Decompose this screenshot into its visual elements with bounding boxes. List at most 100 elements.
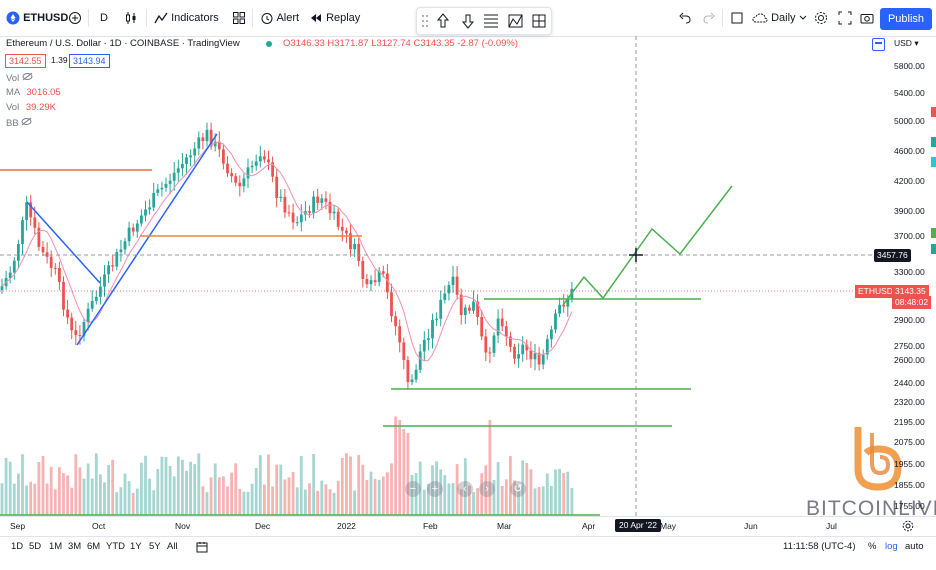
percent-toggle[interactable]: % — [868, 541, 877, 552]
volume-bar — [398, 420, 402, 515]
candle — [554, 313, 557, 330]
watermark-text: BITCOINLIVE — [806, 497, 936, 520]
layout-button[interactable] — [730, 8, 744, 28]
candle — [521, 344, 525, 355]
chart-type-button[interactable] — [124, 8, 138, 28]
compare-symbol-button[interactable] — [68, 8, 82, 28]
range-button[interactable]: 1Y — [130, 541, 142, 552]
candle — [234, 176, 238, 183]
candle — [373, 280, 377, 283]
redo-button[interactable] — [702, 8, 716, 28]
zoom-in-button[interactable]: + — [427, 481, 443, 497]
trendline-blue-2[interactable] — [76, 133, 218, 346]
volume-bar — [70, 487, 74, 515]
volume-bar — [209, 477, 213, 515]
indicators-button[interactable]: Indicators — [154, 8, 219, 28]
scroll-right-button[interactable]: › — [479, 481, 495, 497]
currency-toggle[interactable] — [872, 38, 885, 51]
clock-timezone[interactable]: 11:11:58 (UTC-4) — [783, 541, 856, 552]
reset-chart-button[interactable]: ↺ — [510, 481, 526, 497]
range-button[interactable]: 6M — [87, 541, 101, 552]
price-tick-label: 5800.00 — [894, 61, 925, 71]
text-lines-icon[interactable] — [484, 14, 498, 28]
fib-grid-icon[interactable] — [532, 14, 546, 28]
candle — [111, 265, 115, 267]
templates-button[interactable] — [232, 8, 246, 28]
candle — [381, 271, 385, 274]
bid-price[interactable]: 3142.55 — [5, 54, 46, 68]
arrow-up-icon[interactable] — [436, 13, 450, 28]
range-button[interactable]: 5Y — [149, 541, 161, 552]
candle — [349, 233, 352, 250]
volume-bar — [185, 470, 188, 515]
arrow-down-icon[interactable] — [461, 14, 475, 29]
volume-bar — [541, 486, 545, 515]
volume-bar — [427, 483, 430, 515]
publish-button[interactable]: Publish — [880, 8, 932, 30]
ask-price[interactable]: 3143.94 — [69, 54, 110, 68]
projection-path[interactable] — [562, 185, 733, 306]
log-toggle[interactable]: log — [885, 541, 898, 552]
snapshot-button[interactable] — [860, 8, 874, 28]
currency-selector[interactable]: USD ▾ — [894, 38, 919, 48]
range-button[interactable]: 3M — [68, 541, 82, 552]
candle — [201, 137, 205, 142]
price-chart[interactable] — [0, 36, 888, 516]
settings-button[interactable] — [814, 8, 828, 28]
auto-toggle[interactable]: auto — [905, 541, 924, 552]
volume-bar — [328, 489, 332, 515]
candle — [476, 301, 479, 317]
grid-icon — [233, 12, 245, 25]
range-button[interactable]: All — [167, 541, 178, 552]
price-tick-label: 2320.00 — [894, 397, 925, 407]
candles-icon — [126, 12, 136, 25]
candle — [107, 265, 110, 275]
time-axis[interactable] — [0, 516, 936, 537]
axis-settings-gear-icon[interactable] — [902, 520, 914, 532]
volume-bar — [349, 456, 352, 515]
range-button[interactable]: YTD — [106, 541, 125, 552]
interval-button[interactable]: D — [100, 8, 108, 28]
candle — [242, 178, 246, 187]
eye-hidden-icon[interactable] — [22, 72, 33, 81]
divider — [252, 9, 253, 27]
candle — [131, 227, 135, 232]
calendar-range-icon[interactable] — [196, 541, 208, 553]
candle — [185, 157, 188, 164]
candle — [148, 207, 151, 210]
save-layout-button[interactable]: Daily — [752, 8, 807, 28]
fullscreen-button[interactable] — [838, 8, 852, 28]
candle — [246, 167, 250, 179]
volume-bar — [45, 483, 49, 515]
volume-bar — [488, 420, 492, 515]
candle — [410, 379, 414, 383]
spread-value: 1.39 — [51, 55, 68, 65]
undo-button[interactable] — [678, 8, 692, 28]
candle — [168, 180, 172, 184]
volume-bar — [554, 469, 557, 515]
range-button[interactable]: 1D — [11, 541, 24, 552]
volume-bar — [164, 457, 168, 515]
zoom-out-button[interactable]: − — [405, 481, 421, 497]
volume-bar — [394, 416, 397, 515]
volume-bar — [291, 471, 295, 515]
candle — [267, 159, 270, 163]
volume-bar — [271, 486, 274, 515]
volume-bar — [189, 461, 192, 515]
pattern-icon[interactable] — [508, 14, 523, 28]
alert-button[interactable]: Alert — [260, 8, 299, 28]
countdown-badge: 08:48:02 — [892, 296, 932, 309]
price-marker — [931, 107, 936, 117]
volume-bar — [357, 455, 361, 515]
range-button[interactable]: 1M — [49, 541, 63, 552]
candle — [258, 156, 262, 162]
price-tick-label: 3300.00 — [894, 267, 925, 277]
scroll-left-button[interactable]: ‹ — [457, 481, 473, 497]
range-button[interactable]: 5D — [29, 541, 42, 552]
trendline-blue-1[interactable] — [26, 201, 101, 284]
candle — [222, 149, 225, 164]
eye-hidden-icon[interactable] — [21, 117, 32, 126]
symbol-search[interactable]: ETHUSD — [6, 8, 68, 28]
replay-button[interactable]: Replay — [309, 8, 360, 28]
